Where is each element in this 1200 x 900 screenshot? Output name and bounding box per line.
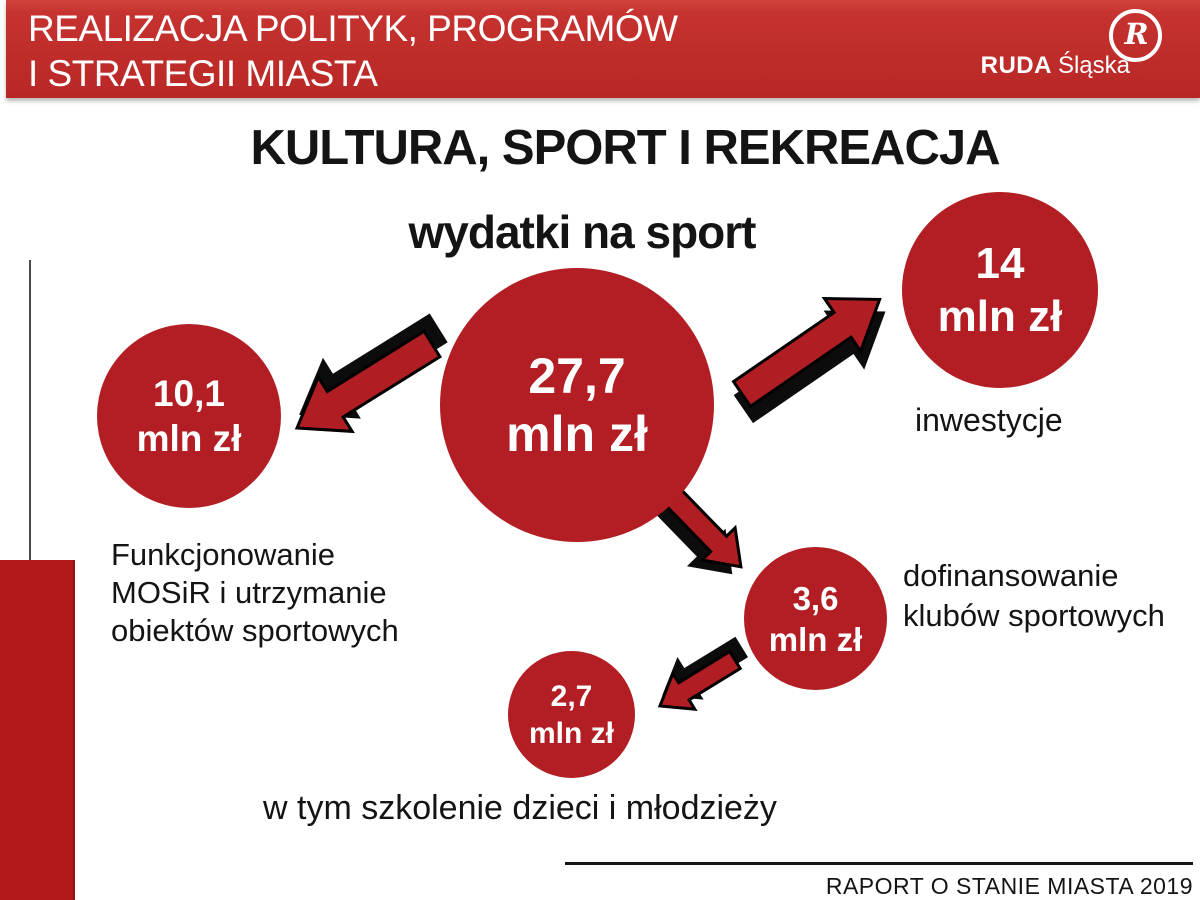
bubble-total-value: 27,7: [528, 348, 626, 404]
header-title: REALIZACJA POLITYK, PROGRAMÓW I STRATEGI…: [28, 6, 678, 96]
footer-report-label: RAPORT O STANIE MIASTA 2019: [825, 873, 1193, 899]
logo-monogram: R: [1124, 17, 1149, 51]
header-title-line1: REALIZACJA POLITYK, PROGRAMÓW: [28, 8, 678, 49]
left-accent-block: [0, 560, 75, 900]
label-szkolenie: w tym szkolenie dzieci i młodzieży: [263, 789, 777, 827]
logo-brand: RUDA Śląska: [981, 52, 1130, 80]
logo-brand-bold: RUDA: [980, 52, 1052, 79]
bubble-kluby-value: 3,6: [792, 579, 839, 617]
left-accent-line: [29, 260, 31, 560]
bubble-kluby: 3,6 mln zł: [744, 547, 887, 690]
bubble-kluby-unit: mln zł: [768, 620, 863, 658]
label-inwestycje: inwestycje: [915, 402, 1063, 438]
arrow-to-kluby-icon: [650, 482, 760, 582]
bubble-inwestycje-value: 14: [975, 239, 1025, 288]
bubble-mosir-value: 10,1: [152, 373, 225, 414]
bubble-szkolenie-unit: mln zł: [528, 716, 614, 750]
bubble-total: 27,7 mln zł: [440, 268, 714, 542]
page-subtitle: wydatki na sport: [408, 206, 757, 258]
bubble-szkolenie-value: 2,7: [550, 679, 593, 713]
header-title-line2: I STRATEGII MIASTA: [28, 53, 378, 94]
page-title: KULTURA, SPORT I REKREACJA: [250, 121, 1001, 175]
logo-brand-light: Śląska: [1057, 52, 1130, 79]
bubble-inwestycje-unit: mln zł: [937, 292, 1063, 341]
footer-rule: [565, 862, 1193, 865]
header-bar: REALIZACJA POLITYK, PROGRAMÓW I STRATEGI…: [6, 0, 1200, 98]
label-kluby: dofinansowanie klubów sportowych: [903, 558, 1165, 633]
label-mosir: Funkcjonowanie MOSiR i utrzymanie obiekt…: [111, 537, 399, 648]
bubble-mosir-unit: mln zł: [136, 418, 242, 459]
ruda-slaska-logo-icon: R: [1109, 9, 1162, 62]
arrow-to-szkolenie-icon: [640, 636, 760, 723]
bubble-szkolenie: 2,7 mln zł: [508, 651, 635, 778]
arrow-to-inwestycje-icon: [730, 282, 900, 424]
bubble-inwestycje: 14 mln zł: [902, 192, 1098, 388]
bubble-mosir: 10,1 mln zł: [97, 324, 281, 508]
arrow-to-mosir-icon: [280, 313, 450, 443]
bubble-total-unit: mln zł: [506, 406, 648, 462]
